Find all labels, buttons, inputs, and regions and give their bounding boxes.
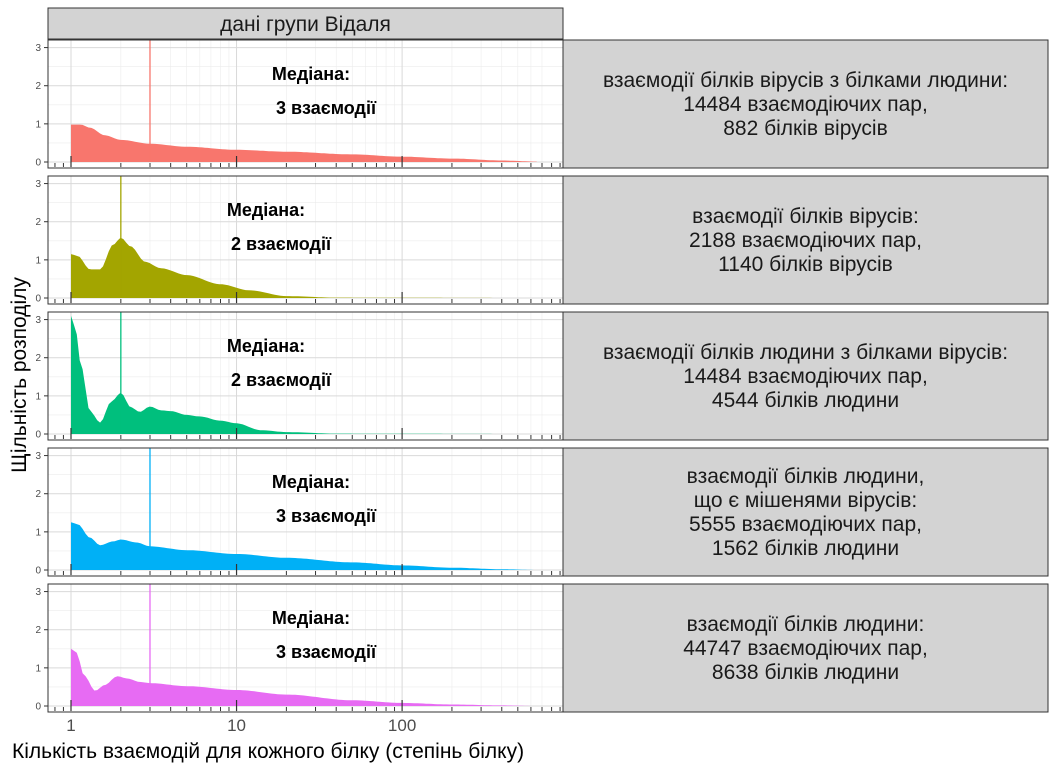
median-label: Медіана:	[227, 336, 305, 356]
y-tick-label: 3	[35, 179, 41, 190]
right-strip	[562, 39, 1049, 169]
y-tick-label: 3	[35, 451, 41, 462]
right-strip	[562, 175, 1049, 305]
strip-label-line: взаємодії білків вірусів з білками людин…	[603, 69, 1008, 92]
x-tick-label: 100	[388, 716, 416, 735]
y-tick-label: 2	[35, 353, 41, 364]
median-value: 3 взаємодії	[276, 642, 377, 662]
strip-label-line: 1140 білків вірусів	[718, 253, 893, 276]
strip-label-line: 8638 білків людини	[712, 661, 899, 684]
y-tick-label: 0	[35, 294, 41, 305]
y-tick-label: 1	[35, 663, 41, 674]
y-tick-label: 3	[35, 587, 41, 598]
density-area	[71, 522, 537, 570]
y-tick-label: 2	[35, 625, 41, 636]
strip-label-line: 2188 взаємодіючих пар,	[689, 229, 922, 252]
median-value: 3 взаємодії	[276, 98, 377, 118]
strip-label-line: взаємодії білків людини:	[687, 613, 925, 636]
panel-1: Медіана: 3 взаємодії 0 1 2 3 взаємодії білків …	[35, 39, 1049, 169]
y-tick-label: 0	[35, 702, 41, 713]
strip-label-line: що є мішенями вірусів:	[694, 489, 917, 512]
strip-label-line: 14484 взаємодіючих пар,	[683, 93, 928, 116]
strip-label-line: взаємодії білків людини з білками вірусі…	[603, 341, 1008, 364]
median-value: 3 взаємодії	[276, 506, 377, 526]
y-tick-label: 2	[35, 217, 41, 228]
y-tick-label: 2	[35, 489, 41, 500]
y-tick-label: 1	[35, 255, 41, 266]
right-strip	[562, 583, 1049, 713]
y-tick-label: 1	[35, 119, 41, 130]
x-ticks	[54, 700, 561, 711]
y-tick-label: 1	[35, 391, 41, 402]
y-tick-label: 0	[35, 158, 41, 169]
density-area	[71, 315, 537, 434]
y-tick-label: 2	[35, 81, 41, 92]
x-ticks	[54, 156, 561, 167]
strip-label-line: 1562 білків людини	[712, 537, 899, 560]
panel-5: Медіана: 3 взаємодії 0 1 2 3 взаємодії білків …	[35, 583, 1049, 713]
median-value: 2 взаємодії	[231, 370, 332, 390]
x-axis: 1 10 100	[66, 716, 416, 735]
x-tick-label: 10	[227, 716, 246, 735]
median-value: 2 взаємодії	[231, 234, 332, 254]
median-label: Медіана:	[272, 608, 350, 628]
x-ticks	[54, 564, 561, 575]
strip-label-line: 14484 взаємодіючих пар,	[683, 365, 928, 388]
strip-label-line: 5555 взаємодіючих пар,	[689, 513, 922, 536]
y-tick-label: 3	[35, 315, 41, 326]
y-tick-label: 0	[35, 566, 41, 577]
median-label: Медіана:	[272, 472, 350, 492]
y-tick-label: 0	[35, 430, 41, 441]
strip-label-line: взаємодії білків вірусів:	[692, 205, 919, 228]
right-strip	[562, 447, 1049, 577]
density-area	[71, 648, 537, 706]
top-strip	[47, 7, 564, 40]
x-ticks	[54, 292, 561, 303]
panel-4: Медіана: 3 взаємодії 0 1 2 3 взаємодії білків …	[35, 447, 1049, 577]
density-area	[71, 124, 537, 162]
median-label: Медіана:	[227, 200, 305, 220]
strip-label-line: взаємодії білків людини,	[687, 465, 925, 488]
panel-3: Медіана: 2 взаємодії 0 1 2 3 взаємодії білків …	[35, 311, 1049, 441]
y-tick-label: 3	[35, 43, 41, 54]
right-strip	[562, 311, 1049, 441]
y-axis-title: Щільність розподілу	[8, 277, 31, 473]
strip-label-line: 882 білків вірусів	[723, 117, 888, 140]
density-area	[71, 237, 537, 298]
strip-label-line: 4544 білків людини	[712, 389, 899, 412]
y-tick-label: 1	[35, 527, 41, 538]
top-strip-label: дані групи Відаля	[220, 13, 391, 36]
median-label: Медіана:	[272, 64, 350, 84]
panels: Медіана: 3 взаємодії 0 1 2 3 взаємодії білків …	[35, 39, 1049, 713]
x-tick-label: 1	[66, 716, 75, 735]
panel-2: Медіана: 2 взаємодії 0 1 2 3 взаємодії білків …	[35, 175, 1049, 305]
x-axis-title: Кількість взаємодій для кожного білку (с…	[12, 740, 524, 763]
x-ticks	[54, 428, 561, 439]
strip-label-line: 44747 взаємодіючих пар,	[683, 637, 928, 660]
